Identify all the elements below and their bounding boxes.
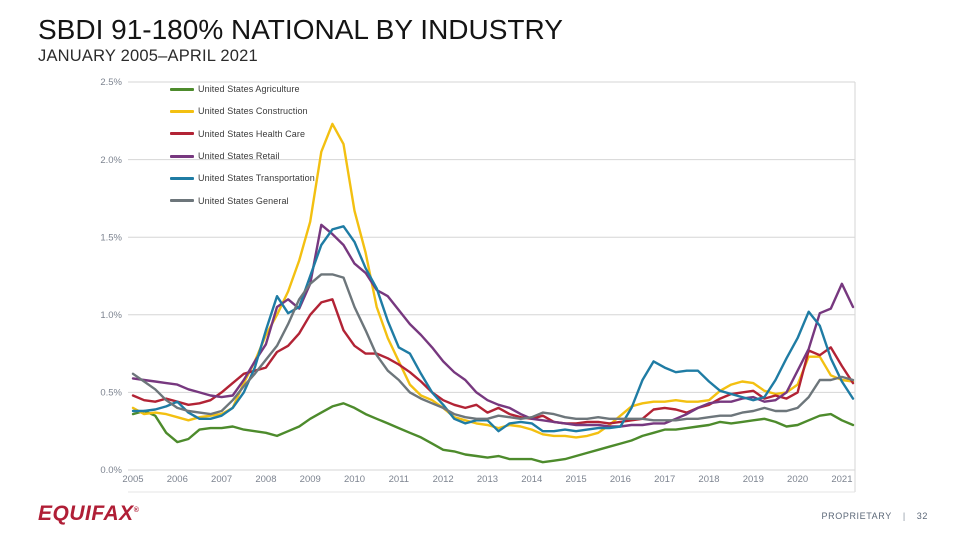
legend-swatch-transportation [170,176,194,180]
chart-legend: United States Agriculture United States C… [170,78,315,212]
legend-item-transportation: United States Transportation [170,167,315,189]
x-axis-tick-label: 2017 [654,474,675,485]
legend-swatch-general [170,199,194,203]
legend-item-construction: United States Construction [170,100,315,122]
legend-label-general: United States General [198,195,289,206]
x-axis-tick-label: 2010 [344,474,365,485]
equifax-logo-text: EQUIFAX [38,502,134,525]
legend-item-retail: United States Retail [170,145,315,167]
series-line-general [131,273,855,422]
proprietary-label: PROPRIETARY [821,511,892,521]
x-axis-tick-label: 2021 [831,474,852,485]
legend-swatch-agriculture [170,87,194,91]
series-line-transportation [131,225,855,433]
slide-header: SBDI 91-180% NATIONAL BY INDUSTRY JANUAR… [38,14,563,66]
legend-label-agriculture: United States Agriculture [198,84,300,95]
legend-item-general: United States General [170,189,315,211]
footer-meta: PROPRIETARY | 32 [822,511,928,521]
series-line-health-care [131,298,855,425]
legend-label-construction: United States Construction [198,106,308,117]
page-number: 32 [916,511,928,521]
y-axis-tick-label: 0.0% [100,465,122,476]
page-subtitle: JANUARY 2005–APRIL 2021 [38,47,258,66]
x-axis-tick-label: 2020 [787,474,808,485]
x-axis-tick-label: 2018 [698,474,719,485]
legend-label-health-care: United States Health Care [198,128,306,139]
y-axis-tick-label: 0.5% [100,388,122,399]
legend-swatch-retail [170,154,194,158]
series-line-retail [131,223,855,428]
equifax-logo: EQUIFAX® [38,502,139,526]
page-title: SBDI 91-180% NATIONAL BY INDUSTRY [38,14,563,45]
footer-separator: | [902,511,906,521]
x-axis-tick-label: 2012 [433,474,454,485]
y-axis-tick-label: 2.0% [100,155,122,166]
legend-item-agriculture: United States Agriculture [170,78,315,100]
x-axis-tick-label: 2013 [477,474,498,485]
x-axis-tick-label: 2016 [610,474,631,485]
x-axis-tick-label: 2009 [300,474,321,485]
y-axis-tick-label: 2.5% [100,77,122,88]
legend-item-health-care: United States Health Care [170,123,315,145]
registered-trademark-icon: ® [133,507,139,514]
x-axis-tick-label: 2006 [167,474,188,485]
series-line-agriculture [131,402,855,464]
x-axis-tick-label: 2008 [255,474,276,485]
x-axis-tick-label: 2014 [521,474,542,485]
legend-swatch-construction [170,109,194,113]
y-axis-tick-label: 1.0% [100,310,122,321]
legend-label-retail: United States Retail [198,151,280,162]
x-axis-tick-label: 2015 [566,474,587,485]
x-axis-tick-label: 2005 [122,474,143,485]
y-axis-tick-label: 1.5% [100,232,122,243]
x-axis-tick-label: 2007 [211,474,232,485]
legend-label-transportation: United States Transportation [198,173,315,184]
x-axis-tick-label: 2019 [743,474,764,485]
x-axis-tick-label: 2011 [389,474,409,485]
legend-swatch-health-care [170,132,194,136]
